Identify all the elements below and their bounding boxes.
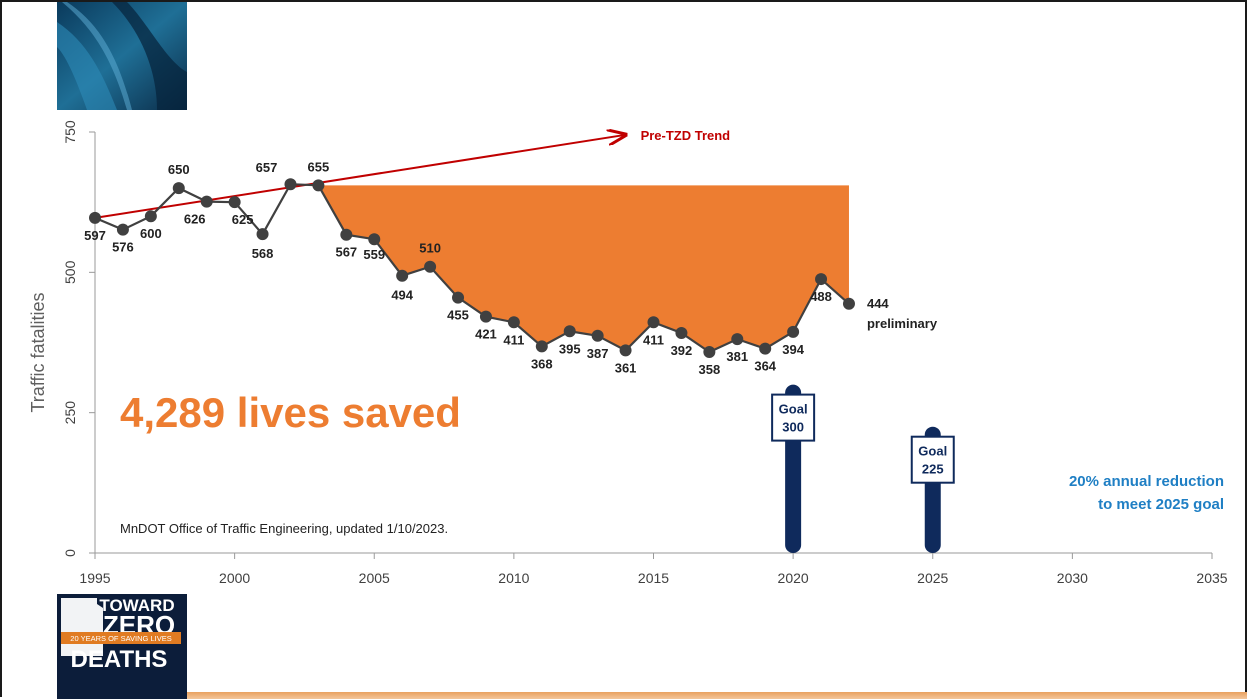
data-label: 600 <box>140 226 162 241</box>
x-tick-label: 2000 <box>219 570 250 586</box>
data-label: 455 <box>447 308 469 323</box>
data-point <box>759 342 772 355</box>
x-tick-label: 2010 <box>498 570 529 586</box>
data-point <box>842 297 855 310</box>
data-label: 597 <box>84 228 106 243</box>
goal-note-line1: 20% annual reduction <box>1069 473 1224 490</box>
data-point <box>340 228 353 241</box>
data-label: 494 <box>391 288 413 303</box>
data-point <box>479 310 492 323</box>
data-label: 626 <box>184 212 206 227</box>
toward-zero-deaths-logo: TOWARD ZERO 20 YEARS OF SAVING LIVES DEA… <box>57 594 187 699</box>
logo-graphic: TOWARD ZERO 20 YEARS OF SAVING LIVES DEA… <box>61 596 181 673</box>
lives-saved-area <box>318 185 849 353</box>
data-label: 387 <box>587 346 609 361</box>
data-point <box>452 291 465 304</box>
data-label: 364 <box>754 359 776 374</box>
data-label: 488 <box>810 289 832 304</box>
data-point <box>703 346 716 359</box>
data-label-last: 444 <box>867 296 889 311</box>
data-label: 568 <box>252 246 274 261</box>
data-point <box>731 333 744 346</box>
goal-sign-line1: Goal <box>779 402 808 417</box>
data-label: 394 <box>782 342 804 357</box>
x-tick-label: 2030 <box>1057 570 1088 586</box>
data-point <box>312 179 325 192</box>
data-label: 411 <box>643 332 664 347</box>
pre-tzd-trend-line <box>94 135 626 219</box>
data-label: 381 <box>726 349 748 364</box>
header-photo-graphic <box>57 2 187 110</box>
goal-sign-line2: 225 <box>922 462 944 477</box>
data-point <box>116 223 129 236</box>
data-label: 567 <box>335 245 357 260</box>
x-tick-label: 2005 <box>359 570 390 586</box>
source-note: MnDOT Office of Traffic Engineering, upd… <box>120 521 448 536</box>
y-tick-label: 250 <box>62 401 78 425</box>
data-point <box>619 344 632 357</box>
logo-line1: TOWARD <box>99 596 174 615</box>
goal-sign-line1: Goal <box>918 444 947 459</box>
data-point <box>284 178 297 191</box>
x-tick-label: 1995 <box>79 570 110 586</box>
y-tick-label: 500 <box>62 260 78 284</box>
data-point <box>200 195 213 208</box>
goal-sign <box>771 393 816 442</box>
data-label: 510 <box>419 241 441 256</box>
data-point <box>591 329 604 342</box>
data-point <box>787 325 800 338</box>
data-point <box>89 211 101 224</box>
data-point <box>424 260 437 273</box>
data-label: 368 <box>531 356 553 371</box>
data-label: 657 <box>256 160 278 175</box>
logo-line3: DEATHS <box>71 646 168 673</box>
data-label: 625 <box>232 212 254 227</box>
data-point <box>647 316 660 329</box>
data-point <box>396 269 409 282</box>
data-label: 392 <box>671 343 693 358</box>
data-label: 421 <box>475 327 497 342</box>
x-tick-label: 2020 <box>778 570 809 586</box>
data-point <box>172 182 185 195</box>
data-point <box>507 316 520 329</box>
data-label: 559 <box>363 247 385 262</box>
y-axis-title: Traffic fatalities <box>28 292 48 412</box>
goal-sign <box>910 435 955 484</box>
header-photo <box>57 2 187 110</box>
trend-label: Pre-TZD Trend <box>641 128 731 143</box>
preliminary-note: preliminary <box>867 316 938 331</box>
lives-saved-callout: 4,289 lives saved <box>120 389 461 436</box>
fatalities-line <box>94 183 850 354</box>
y-tick-label: 0 <box>62 549 78 557</box>
data-point <box>228 196 241 209</box>
data-label: 650 <box>168 162 190 177</box>
data-point <box>815 273 828 286</box>
data-point <box>675 326 688 339</box>
data-label: 411 <box>503 332 524 347</box>
x-tick-label: 2015 <box>638 570 669 586</box>
goal-sign-line2: 300 <box>782 420 804 435</box>
y-tick-label: 750 <box>62 120 78 144</box>
data-label: 361 <box>615 360 637 375</box>
data-label: 576 <box>112 240 134 255</box>
data-point <box>368 233 381 246</box>
data-point <box>563 325 576 338</box>
goal-note-line2: to meet 2025 goal <box>1098 496 1224 513</box>
data-point <box>256 228 269 241</box>
data-point <box>535 340 548 353</box>
footer-bar <box>187 692 1247 699</box>
data-point <box>144 210 157 223</box>
logo-ribbon: 20 YEARS OF SAVING LIVES <box>70 634 171 643</box>
data-label: 655 <box>308 159 330 174</box>
data-label: 395 <box>559 341 581 356</box>
x-tick-label: 2035 <box>1196 570 1227 586</box>
data-label: 358 <box>698 362 720 377</box>
x-tick-label: 2025 <box>917 570 948 586</box>
